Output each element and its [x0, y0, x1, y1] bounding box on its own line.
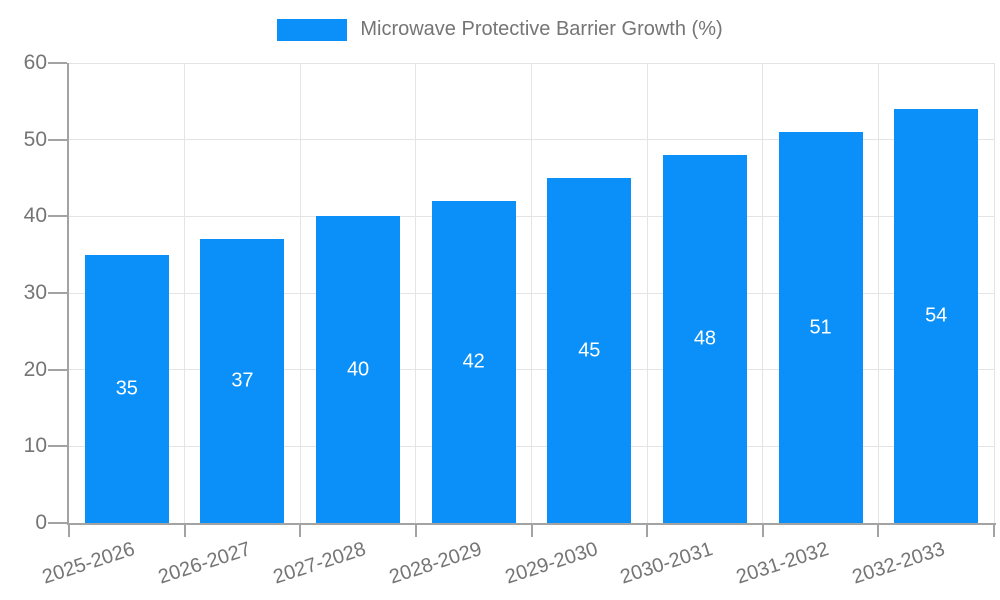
x-tick-mark	[646, 524, 649, 537]
y-tick-mark	[48, 445, 67, 448]
x-tick-mark	[993, 524, 995, 537]
bar: 48	[662, 155, 747, 523]
x-axis-label: 2026-2027	[155, 538, 254, 589]
x-axis-label: 2032-2033	[849, 538, 947, 589]
bar: 54	[894, 109, 979, 523]
plot-area: 35 37 40 42 45 48 51 54	[48, 62, 996, 537]
y-axis-label: 30	[23, 281, 47, 304]
legend[interactable]: Microwave Protective Barrier Growth (%)	[0, 18, 1000, 41]
y-axis-label: 20	[23, 357, 47, 381]
x-tick-mark	[877, 524, 880, 537]
bar-value-label: 51	[809, 316, 832, 338]
bar-value-label: 45	[578, 339, 601, 361]
bar-value-label: 48	[693, 327, 717, 350]
x-tick-mark	[761, 524, 764, 537]
bar: 35	[84, 254, 169, 523]
x-axis-label: 2031-2032	[733, 538, 832, 589]
y-tick-mark	[48, 138, 67, 141]
y-tick-mark	[48, 292, 67, 294]
bar: 37	[200, 239, 285, 523]
v-gridline	[184, 63, 186, 523]
x-tick-mark	[68, 524, 70, 537]
y-axis-label: 0	[35, 511, 47, 534]
bar-value-label: 40	[346, 358, 370, 381]
y-axis-label: 40	[23, 204, 47, 228]
x-tick-mark	[299, 524, 302, 537]
x-axis-label: 2027-2028	[271, 538, 369, 589]
y-axis-label: 60	[23, 51, 47, 74]
legend-swatch	[277, 18, 348, 41]
v-gridline	[762, 63, 764, 523]
bar-value-label: 35	[115, 377, 138, 400]
chart-title: Microwave Protective Barrier Growth (%)	[360, 18, 723, 40]
y-axis-label: 10	[23, 434, 47, 458]
y-axis-line	[67, 63, 69, 525]
v-gridline	[299, 63, 301, 523]
x-tick-mark	[530, 524, 533, 537]
y-tick-mark	[48, 215, 67, 218]
v-gridline	[993, 63, 995, 523]
bar: 40	[316, 216, 401, 523]
x-axis-label: 2028-2029	[386, 538, 485, 589]
x-axis-label: 2029-2030	[502, 538, 601, 589]
x-axis-line	[67, 523, 996, 525]
x-tick-mark	[183, 524, 186, 537]
bar-value-label: 37	[231, 369, 254, 392]
v-gridline	[646, 63, 648, 523]
y-axis-label: 50	[23, 127, 47, 151]
bar-value-label: 54	[925, 304, 948, 327]
y-tick-mark	[48, 62, 67, 64]
bar-value-label: 42	[462, 350, 485, 373]
v-gridline	[877, 63, 879, 523]
y-tick-mark	[48, 368, 67, 371]
bar: 42	[431, 201, 516, 523]
x-axis-label: 2030-2031	[617, 538, 716, 589]
v-gridline	[415, 63, 417, 523]
x-axis-label: 2025-2026	[39, 538, 138, 589]
y-tick-mark	[48, 522, 67, 524]
v-gridline	[531, 63, 532, 523]
x-tick-mark	[414, 524, 417, 537]
bar: 45	[547, 178, 632, 523]
bar: 51	[778, 132, 863, 523]
